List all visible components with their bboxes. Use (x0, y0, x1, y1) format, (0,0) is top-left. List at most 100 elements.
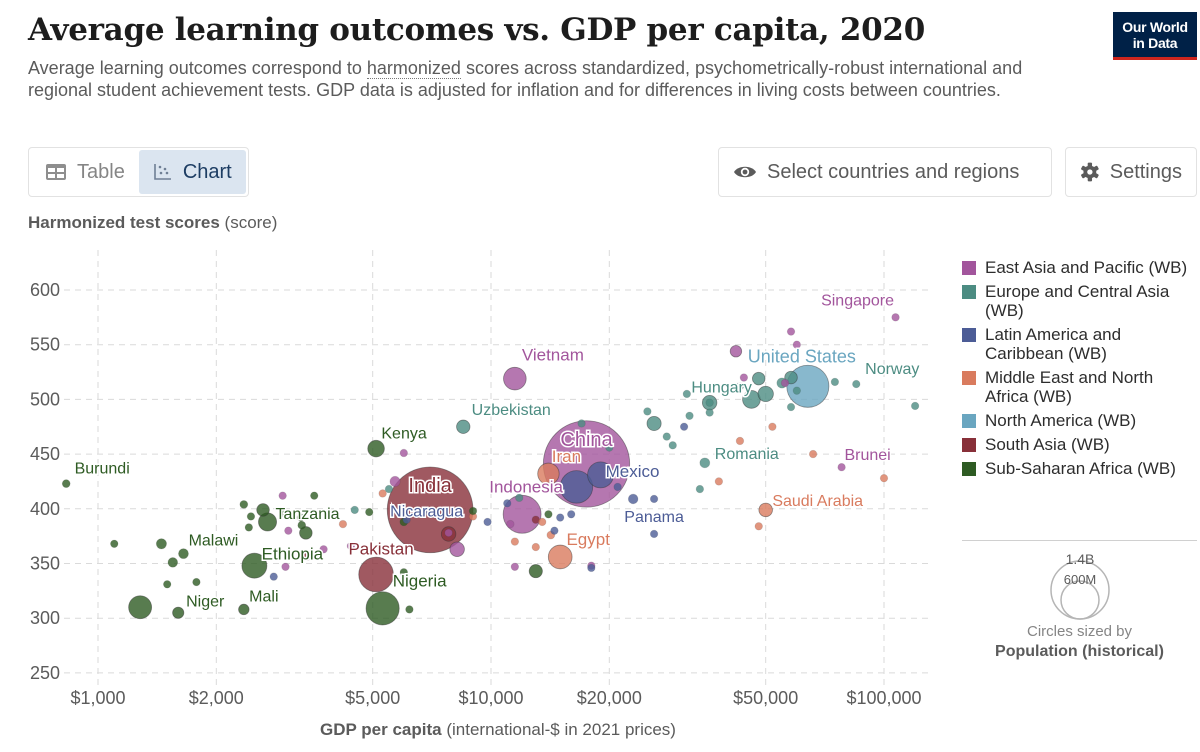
point[interactable] (239, 500, 249, 509)
point[interactable] (468, 506, 478, 516)
point[interactable] (256, 503, 270, 517)
point[interactable] (503, 499, 512, 508)
point[interactable] (110, 539, 119, 549)
point[interactable] (338, 519, 348, 529)
harmonized-definition-link[interactable]: harmonized (366, 58, 461, 79)
point-vietnam[interactable] (503, 366, 527, 391)
point[interactable] (281, 562, 290, 571)
point[interactable] (714, 477, 724, 486)
point[interactable] (528, 564, 543, 579)
point[interactable] (757, 385, 774, 403)
point-nicaragua[interactable] (402, 515, 411, 524)
point-mexico[interactable] (587, 461, 614, 489)
point[interactable] (646, 415, 662, 431)
point[interactable] (384, 484, 394, 494)
point[interactable] (278, 491, 287, 500)
point[interactable] (786, 327, 796, 336)
legend-item-ssa[interactable]: Sub-Saharan Africa (WB) (962, 459, 1197, 478)
settings-button[interactable]: Settings (1065, 147, 1197, 197)
point[interactable] (735, 436, 745, 446)
point[interactable] (627, 493, 639, 505)
point[interactable] (269, 572, 278, 581)
point-malawi[interactable] (178, 548, 189, 560)
point[interactable] (559, 470, 594, 504)
legend-item-eca[interactable]: Europe and Central Asia (WB) (962, 282, 1197, 320)
point-saudi-arabia[interactable] (758, 502, 773, 518)
point[interactable] (246, 512, 256, 521)
point[interactable] (752, 371, 766, 386)
point-uzbekistan[interactable] (456, 419, 471, 434)
point-romania[interactable] (699, 457, 711, 469)
point[interactable] (346, 541, 356, 551)
point[interactable] (910, 401, 920, 411)
legend-item-na[interactable]: North America (WB) (962, 411, 1197, 430)
point[interactable] (423, 506, 432, 516)
tab-chart[interactable]: Chart (138, 150, 246, 194)
point-norway[interactable] (852, 379, 861, 389)
legend-item-mena[interactable]: Middle East and North Africa (WB) (962, 368, 1197, 406)
point[interactable] (567, 510, 576, 519)
point[interactable] (729, 345, 743, 358)
point[interactable] (538, 517, 547, 527)
point[interactable] (302, 552, 312, 562)
point[interactable] (643, 407, 652, 416)
point[interactable] (556, 513, 565, 522)
point[interactable] (155, 538, 167, 550)
point[interactable] (679, 422, 689, 431)
point-nigeria[interactable] (365, 591, 400, 626)
tab-table[interactable]: Table (31, 150, 139, 194)
point-burundi[interactable] (61, 479, 71, 489)
point[interactable] (685, 411, 694, 421)
point[interactable] (128, 595, 153, 620)
point[interactable] (662, 432, 671, 441)
point[interactable] (506, 519, 515, 529)
point[interactable] (531, 542, 540, 552)
point[interactable] (613, 482, 622, 492)
point[interactable] (754, 522, 763, 531)
point[interactable] (449, 541, 465, 557)
point[interactable] (682, 389, 692, 399)
point[interactable] (550, 526, 559, 535)
point[interactable] (695, 484, 705, 494)
point[interactable] (192, 577, 201, 587)
point[interactable] (319, 545, 328, 554)
point[interactable] (649, 494, 659, 504)
point[interactable] (808, 449, 818, 459)
point[interactable] (297, 520, 307, 530)
point[interactable] (310, 491, 319, 500)
point[interactable] (705, 408, 714, 417)
point[interactable] (786, 402, 796, 412)
point[interactable] (405, 605, 414, 614)
point[interactable] (167, 557, 179, 568)
owid-logo[interactable]: Our World in Data (1113, 12, 1197, 60)
point[interactable] (668, 441, 677, 450)
point[interactable] (444, 528, 453, 538)
point[interactable] (483, 517, 492, 527)
point-singapore[interactable] (891, 313, 900, 322)
point[interactable] (163, 580, 172, 589)
point-panama[interactable] (649, 529, 659, 539)
point[interactable] (389, 475, 401, 487)
point[interactable] (587, 563, 596, 573)
point-ethiopia[interactable] (241, 552, 268, 579)
point[interactable] (792, 386, 802, 395)
select-countries-button[interactable]: Select countries and regions (718, 147, 1052, 197)
point[interactable] (577, 419, 586, 428)
legend-item-lac[interactable]: Latin America and Caribbean (WB) (962, 325, 1197, 363)
point[interactable] (278, 508, 287, 518)
point-kenya[interactable] (367, 439, 385, 458)
point[interactable] (399, 448, 409, 458)
point[interactable] (510, 562, 520, 571)
point-egypt[interactable] (547, 544, 573, 570)
point[interactable] (378, 489, 387, 498)
point-niger[interactable] (172, 606, 185, 619)
point[interactable] (768, 422, 777, 431)
point-pakistan[interactable] (358, 556, 394, 593)
point[interactable] (515, 493, 524, 503)
point[interactable] (830, 377, 840, 387)
point[interactable] (244, 523, 254, 532)
size-legend-variable[interactable]: Population (historical) (995, 643, 1164, 660)
point[interactable] (284, 526, 293, 535)
point[interactable] (365, 507, 374, 517)
point[interactable] (780, 378, 790, 388)
